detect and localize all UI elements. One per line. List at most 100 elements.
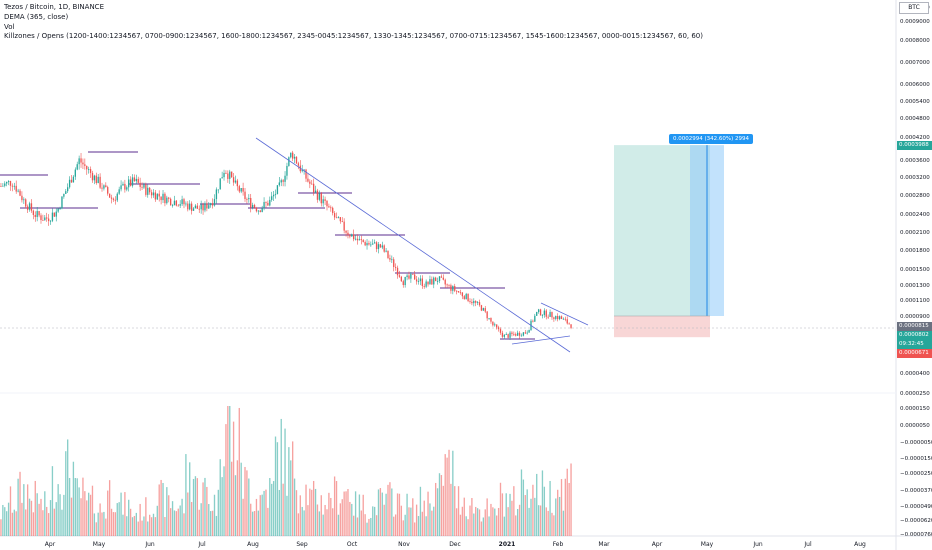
volume-bar [80, 498, 82, 536]
candle-body [345, 230, 347, 233]
candle-body [9, 181, 12, 186]
volume-bar [238, 407, 240, 536]
price-axis[interactable]: 0.00100000.00090000.00080000.00070000.00… [900, 5, 932, 538]
candle-body [537, 309, 540, 313]
candle-body [91, 172, 94, 181]
volume-tick-label: −0.0000050 [900, 440, 932, 446]
volume-bar [345, 491, 347, 536]
volume-bar [78, 487, 80, 536]
candle-body [44, 217, 46, 221]
currency-badge[interactable]: BTC [899, 2, 929, 14]
price-tick-label: 0.0004800 [900, 116, 930, 122]
volume-bar [509, 493, 511, 536]
candle-body [351, 234, 353, 237]
candle-body [364, 242, 366, 246]
candle-body [145, 184, 147, 195]
volume-bar [368, 518, 370, 536]
volume-bar [383, 504, 385, 536]
candle-body [461, 292, 464, 297]
price-tick-label: 0.0000900 [900, 314, 930, 320]
volume-bar [463, 497, 465, 536]
candle-body [383, 245, 385, 252]
time-tick-label: May [701, 541, 714, 548]
candle-body [227, 173, 229, 179]
volume-bar [353, 515, 355, 536]
candle-body [490, 317, 492, 322]
time-axis[interactable]: Apr May Jun Jul Aug Sep Oct Nov Dec 2021 Feb Mar Apr… [45, 541, 866, 548]
price-tick-label: 0.0001800 [900, 248, 930, 254]
candle-body [19, 190, 21, 196]
volume-bar [211, 510, 214, 536]
risk-reward-zones[interactable] [0, 145, 896, 338]
candle-body [87, 169, 90, 170]
volume-tick-label: −0.0000150 [900, 456, 932, 462]
volume-bar [25, 509, 27, 536]
candle-body [389, 258, 391, 260]
candle-body [332, 207, 334, 214]
candle-body [318, 193, 321, 200]
time-tick-label: Jul [197, 541, 206, 548]
volume-bar [299, 495, 301, 536]
candle-body [328, 206, 330, 208]
time-tick-label: Apr [45, 541, 56, 548]
volume-bar [261, 494, 263, 536]
candle-body [210, 203, 212, 206]
volume-bar [511, 500, 513, 536]
candle-body [206, 203, 208, 209]
volume-bar [387, 484, 389, 536]
volume-bar [505, 493, 507, 536]
volume-bar [221, 477, 223, 536]
time-tick-label: Dec [449, 541, 461, 548]
candle-body [436, 281, 439, 282]
legend-volume: Vol [4, 23, 15, 31]
candle-body [200, 204, 202, 210]
volume-bar [141, 520, 143, 536]
volume-bar [112, 512, 115, 536]
candle-body [549, 312, 551, 317]
candle-body [528, 329, 530, 333]
candle-body [469, 301, 471, 302]
candle-body [280, 180, 282, 183]
volume-bar [412, 498, 414, 536]
candle-body [59, 208, 61, 210]
candle-body [503, 334, 505, 337]
volume-bar [503, 516, 505, 536]
candle-body [320, 193, 322, 204]
volume-bar [67, 439, 69, 536]
volume-bar [9, 486, 12, 536]
volume-bar [82, 477, 84, 536]
candle-body [175, 200, 178, 206]
candle-body [105, 185, 107, 188]
volume-bar [288, 447, 290, 536]
candle-body [511, 332, 513, 334]
volume-bar [36, 493, 38, 536]
candle-body [377, 244, 380, 250]
candle-body [539, 309, 542, 316]
time-tick-label: Apr [652, 541, 663, 548]
volume-bar [541, 470, 544, 536]
volume-bar [496, 515, 498, 536]
volume-bar [301, 506, 303, 536]
candle-body [459, 292, 462, 294]
price-tick-label: 0.0001500 [900, 267, 930, 273]
candle-body [494, 324, 496, 326]
volume-bar [366, 522, 368, 536]
trend-lines[interactable] [255, 137, 589, 353]
candle-body [509, 332, 511, 338]
volume-bar [7, 502, 10, 536]
volume-bar [70, 497, 73, 536]
candle-body [480, 305, 483, 311]
volume-tick-label: −0.0000760 [900, 532, 932, 538]
volume-bar [19, 471, 21, 536]
volume-bar [169, 508, 172, 536]
candle-body [78, 158, 80, 165]
candle-body [112, 198, 115, 200]
volume-bar [158, 484, 160, 536]
volume-bar [360, 510, 362, 536]
volume-bar [271, 483, 273, 536]
volume-bar [122, 514, 124, 536]
volume-tick-label: −0.0000490 [900, 504, 932, 510]
volume-bar [208, 504, 210, 536]
volume-bar [145, 497, 147, 536]
